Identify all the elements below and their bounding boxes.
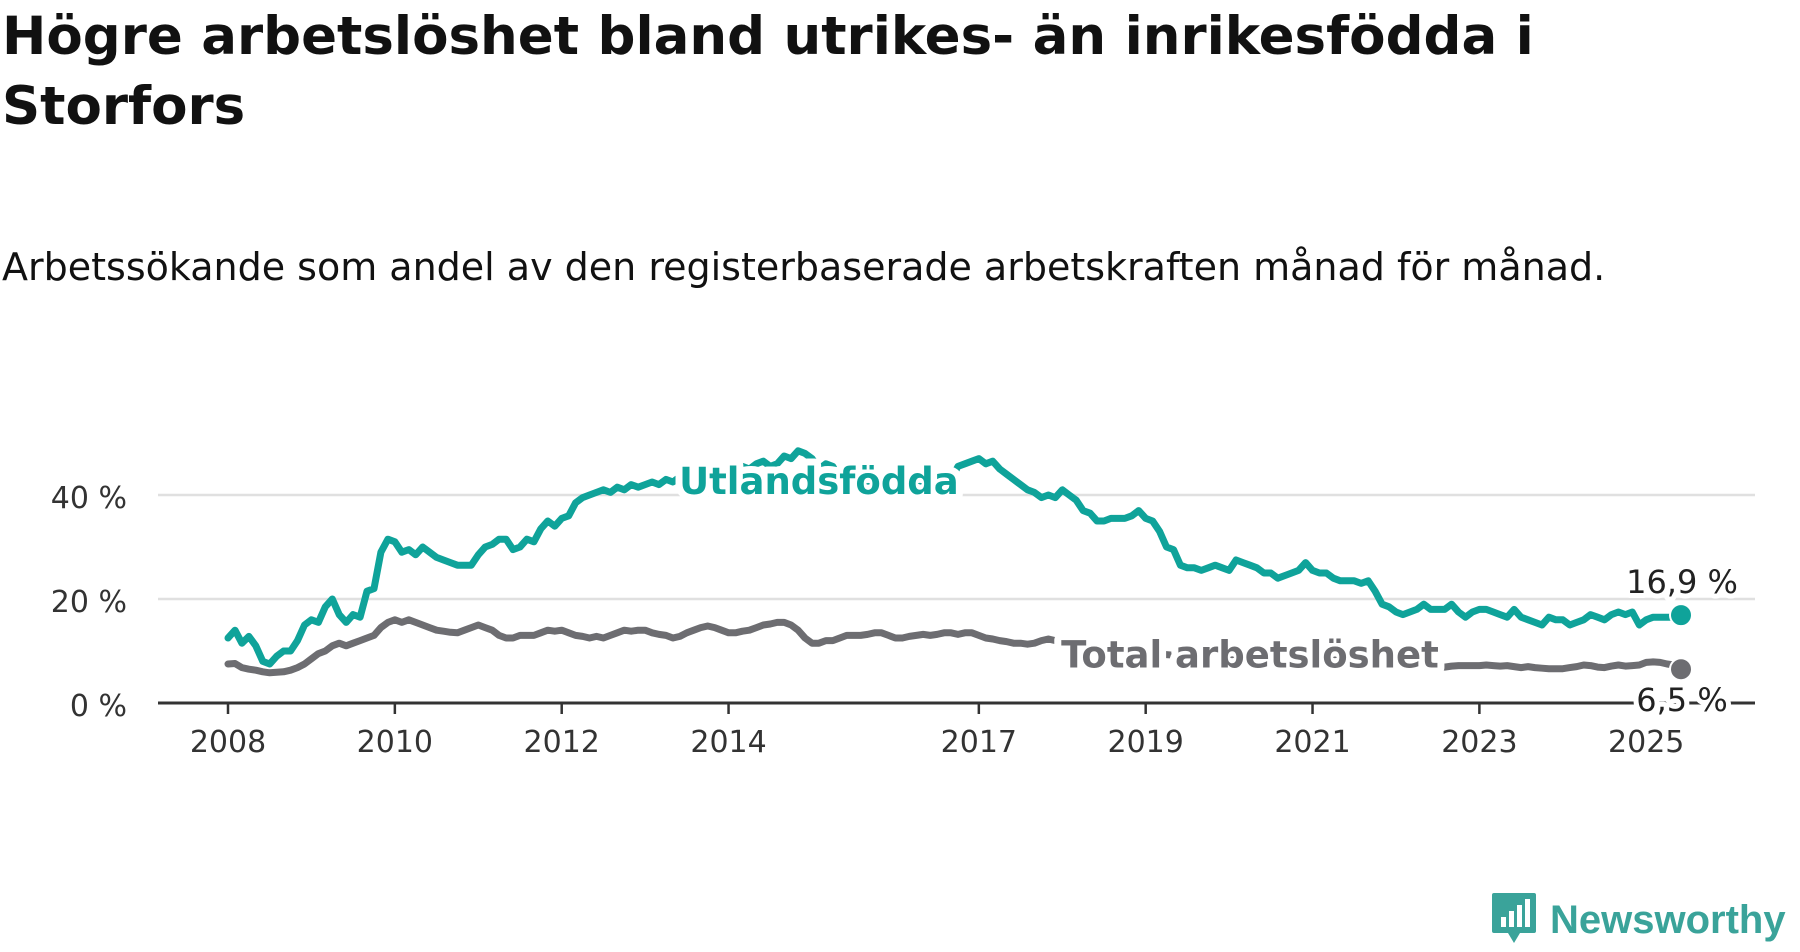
x-tick-label: 2012 (524, 725, 600, 760)
newsworthy-logo-icon (1492, 893, 1536, 943)
end-value-utlandsfodda: 16,9 % (1626, 563, 1738, 601)
chart-title: Högre arbetslöshet bland utrikes- än inr… (2, 6, 1534, 137)
x-tick-label: 2014 (690, 725, 766, 760)
y-tick-label: 0 % (70, 689, 127, 724)
x-tick-label: 2010 (357, 725, 433, 760)
brand-logo: Newsworthy (1490, 888, 1786, 952)
x-tick-label: 2023 (1441, 725, 1517, 760)
y-tick-label: 20 % (51, 585, 127, 620)
y-tick-label: 40 % (51, 481, 127, 516)
x-tick-label: 2021 (1274, 725, 1350, 760)
chart-subtitle: Arbetssökande som andel av den registerb… (2, 245, 1606, 289)
series-line-utlandsfodda (224, 447, 1685, 668)
x-tick-label: 2017 (941, 725, 1017, 760)
series-line-total (224, 616, 1685, 677)
brand-name: Newsworthy (1550, 897, 1786, 942)
end-value-total: 6,5 % (1636, 681, 1727, 719)
end-dot-utlandsfodda (1669, 603, 1693, 628)
series-label-utlandsfodda: Utlandsfödda (679, 460, 959, 503)
x-tick-label: 2008 (190, 725, 266, 760)
series-label-total: Total arbetslöshet (1061, 634, 1439, 677)
x-tick-label: 2025 (1608, 725, 1684, 760)
end-dot-total (1669, 657, 1693, 682)
x-tick-label: 2019 (1108, 725, 1184, 760)
